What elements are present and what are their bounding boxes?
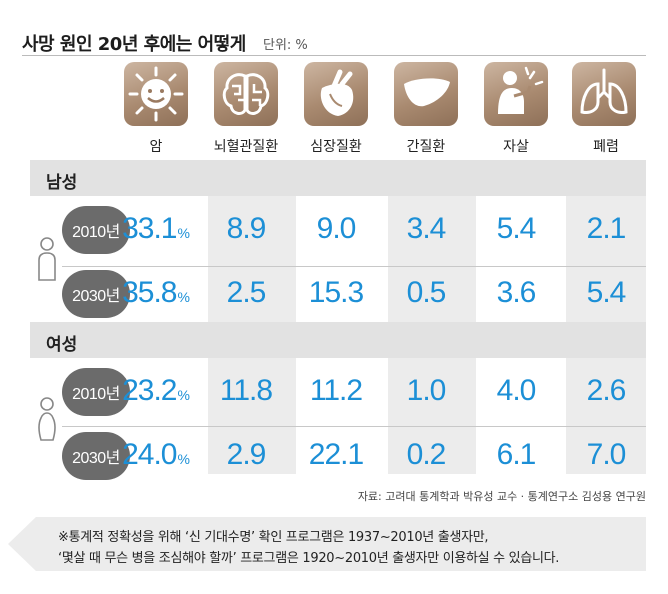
- heart-icon: [304, 62, 368, 126]
- title-divider: [22, 55, 646, 56]
- percent-sign: %: [177, 451, 190, 467]
- column-bg-lungs: [566, 160, 646, 474]
- value-cell: 4.0: [471, 374, 561, 408]
- value-cell: 11.2: [291, 374, 381, 408]
- year-badge: 2010년: [62, 368, 130, 416]
- value-cell: 24.0%: [111, 438, 201, 472]
- male-person-icon: [34, 236, 60, 286]
- value-number: 11.8: [219, 374, 273, 407]
- female-band: [30, 322, 646, 358]
- value-cell: 9.0: [291, 212, 381, 246]
- value-number: 5.4: [496, 212, 537, 245]
- value-number: 2.1: [586, 212, 627, 245]
- category-label: 폐렴: [593, 139, 619, 155]
- value-cell: 22.1: [291, 438, 381, 472]
- value-cell: 2.5: [201, 276, 291, 310]
- value-number: 24.0: [122, 438, 177, 471]
- value-number: 6.1: [496, 438, 537, 471]
- value-cell: 35.8%: [111, 276, 201, 310]
- note-line-2: ‘몇살 때 무슨 병을 조심해야 할까’ 프로그램은 1920~2010년 출생…: [58, 551, 560, 566]
- male-band: [30, 160, 646, 196]
- value-number: 33.1: [122, 212, 177, 245]
- year-badge: 2010년: [62, 206, 130, 254]
- source-note: 자료: 고려대 통계학과 박유성 교수 · 통계연구소 김성용 연구원: [357, 490, 646, 503]
- value-cell: 33.1%: [111, 212, 201, 246]
- value-number: 23.2: [122, 374, 177, 407]
- value-number: 3.4: [406, 212, 447, 245]
- sun-icon: [124, 62, 188, 126]
- value-number: 1.0: [406, 374, 447, 407]
- chart-title: 사망 원인 20년 후에는 어떻게: [22, 34, 246, 55]
- category-label: 암: [149, 139, 163, 155]
- value-cell: 3.6: [471, 276, 561, 310]
- year-badge: 2030년: [62, 270, 130, 318]
- value-cell: 0.5: [381, 276, 471, 310]
- value-number: 4.0: [496, 374, 537, 407]
- value-cell: 5.4: [561, 276, 651, 310]
- value-cell: 11.8: [201, 374, 291, 408]
- value-cell: 1.0: [381, 374, 471, 408]
- value-cell: 8.9: [201, 212, 291, 246]
- note-box: [36, 517, 646, 571]
- lungs-icon: [572, 62, 636, 126]
- value-number: 15.3: [308, 276, 364, 309]
- year-badge: 2030년: [62, 432, 130, 480]
- column-bg-liver: [388, 160, 476, 474]
- value-number: 3.6: [496, 276, 537, 309]
- category-label: 뇌혈관질환: [213, 139, 279, 155]
- brain-icon: [214, 62, 278, 126]
- unit-label: 단위: %: [263, 38, 308, 53]
- row-divider: [62, 426, 646, 427]
- value-cell: 2.9: [201, 438, 291, 472]
- category-label: 간질환: [406, 139, 446, 155]
- value-cell: 3.4: [381, 212, 471, 246]
- female-label: 여성: [46, 335, 78, 355]
- value-number: 8.9: [226, 212, 267, 245]
- value-cell: 23.2%: [111, 374, 201, 408]
- value-number: 2.5: [226, 276, 267, 309]
- percent-sign: %: [177, 289, 190, 305]
- value-number: 2.9: [226, 438, 267, 471]
- category-label: 심장질환: [310, 139, 362, 155]
- category-label: 자살: [503, 139, 529, 155]
- row-divider: [62, 266, 646, 267]
- value-number: 9.0: [316, 212, 357, 245]
- note-arrow: [8, 517, 36, 571]
- percent-sign: %: [177, 225, 190, 241]
- value-number: 11.2: [309, 374, 363, 407]
- percent-sign: %: [177, 387, 190, 403]
- value-cell: 6.1: [471, 438, 561, 472]
- value-cell: 2.6: [561, 374, 651, 408]
- suicide-icon: [484, 62, 548, 126]
- note-line-1: ※통계적 정확성을 위해 ‘신 기대수명’ 확인 프로그램은 1937~2010…: [58, 530, 489, 545]
- female-person-icon: [34, 396, 60, 446]
- value-cell: 15.3: [291, 276, 381, 310]
- value-cell: 7.0: [561, 438, 651, 472]
- male-label: 남성: [46, 173, 78, 193]
- value-number: 35.8: [122, 276, 177, 309]
- value-cell: 5.4: [471, 212, 561, 246]
- value-number: 7.0: [586, 438, 627, 471]
- column-bg-brain: [208, 160, 296, 474]
- liver-icon: [394, 62, 458, 126]
- value-number: 2.6: [586, 374, 627, 407]
- value-number: 0.5: [406, 276, 447, 309]
- value-number: 5.4: [586, 276, 627, 309]
- value-number: 22.1: [308, 438, 364, 471]
- value-cell: 0.2: [381, 438, 471, 472]
- value-number: 0.2: [406, 438, 447, 471]
- value-cell: 2.1: [561, 212, 651, 246]
